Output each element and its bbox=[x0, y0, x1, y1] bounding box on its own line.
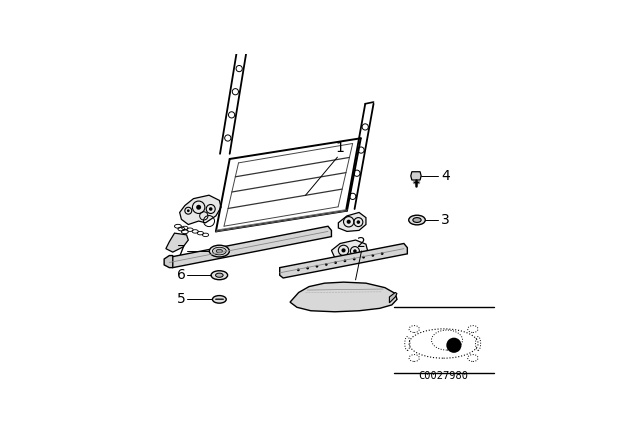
Circle shape bbox=[196, 205, 201, 210]
Circle shape bbox=[344, 259, 346, 262]
Ellipse shape bbox=[413, 218, 421, 223]
Circle shape bbox=[209, 207, 212, 211]
Polygon shape bbox=[180, 195, 221, 224]
Polygon shape bbox=[290, 282, 397, 312]
Polygon shape bbox=[411, 172, 421, 180]
Ellipse shape bbox=[209, 245, 229, 257]
Circle shape bbox=[307, 267, 309, 269]
Circle shape bbox=[446, 338, 461, 353]
Ellipse shape bbox=[211, 271, 228, 280]
Circle shape bbox=[297, 268, 300, 271]
Circle shape bbox=[342, 248, 346, 253]
Polygon shape bbox=[389, 293, 397, 303]
Text: C0027980: C0027980 bbox=[419, 371, 468, 381]
Ellipse shape bbox=[212, 296, 226, 303]
Ellipse shape bbox=[409, 215, 425, 225]
Circle shape bbox=[356, 220, 360, 224]
Polygon shape bbox=[332, 240, 367, 261]
Text: 2: 2 bbox=[357, 236, 366, 250]
Circle shape bbox=[353, 258, 356, 260]
Circle shape bbox=[371, 254, 374, 257]
Text: 4: 4 bbox=[441, 169, 450, 183]
Circle shape bbox=[347, 220, 351, 224]
Circle shape bbox=[316, 265, 318, 267]
Text: 7: 7 bbox=[177, 244, 186, 258]
Ellipse shape bbox=[212, 247, 226, 255]
Polygon shape bbox=[339, 212, 366, 232]
Circle shape bbox=[362, 256, 365, 258]
Circle shape bbox=[381, 252, 383, 255]
Circle shape bbox=[187, 209, 189, 212]
Circle shape bbox=[353, 249, 356, 253]
Ellipse shape bbox=[216, 250, 223, 253]
Text: 3: 3 bbox=[441, 213, 450, 227]
Polygon shape bbox=[164, 255, 173, 267]
Text: 6: 6 bbox=[177, 268, 186, 282]
Polygon shape bbox=[280, 244, 407, 278]
Text: 1: 1 bbox=[335, 141, 344, 155]
Circle shape bbox=[325, 263, 328, 266]
Ellipse shape bbox=[216, 273, 223, 277]
Polygon shape bbox=[170, 226, 332, 267]
Polygon shape bbox=[166, 233, 188, 252]
Circle shape bbox=[334, 261, 337, 264]
Text: 5: 5 bbox=[177, 293, 186, 306]
